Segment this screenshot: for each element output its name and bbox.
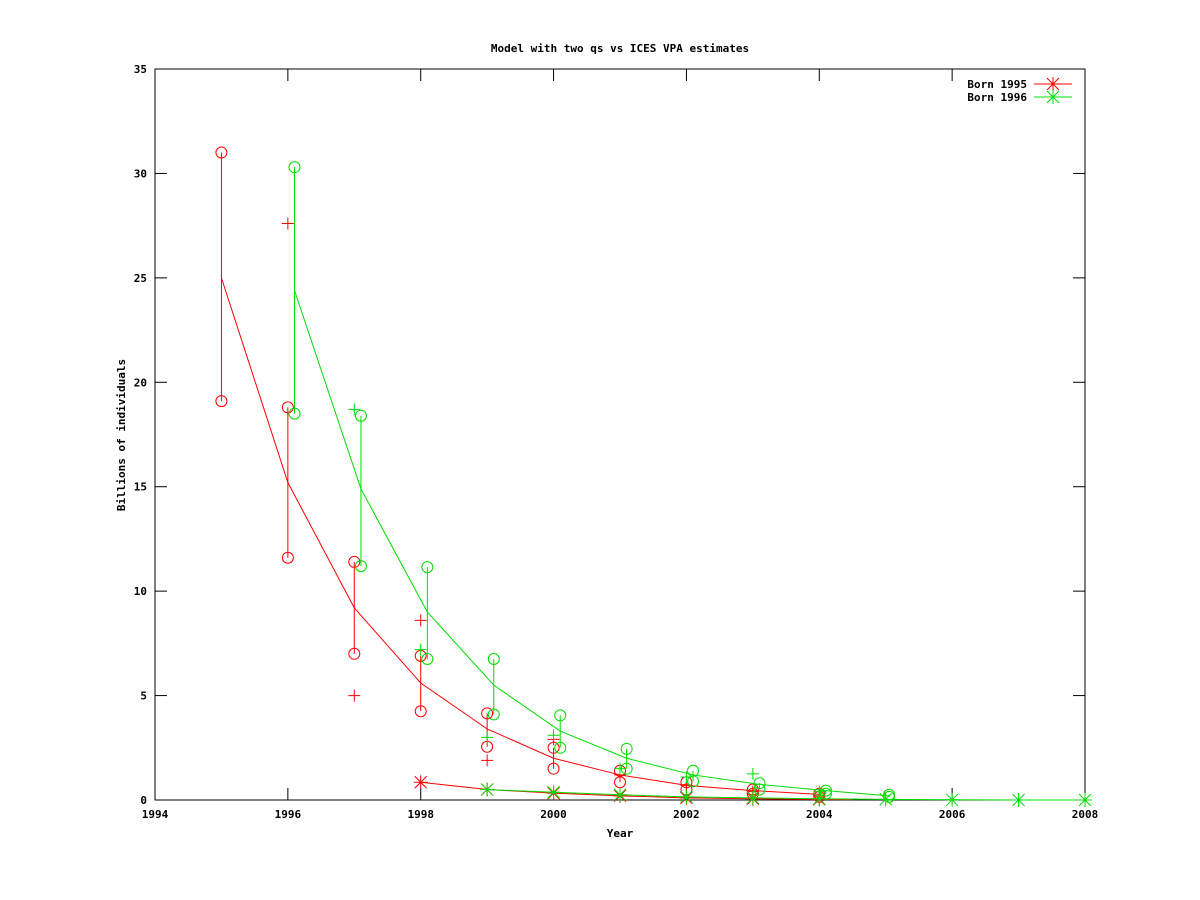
circle-marker xyxy=(554,741,567,754)
circle-marker xyxy=(288,407,301,420)
circle-marker xyxy=(354,409,367,422)
model-line xyxy=(220,277,820,795)
plus-marker xyxy=(348,403,361,416)
plus-marker xyxy=(481,754,494,767)
plus-marker xyxy=(281,217,294,230)
plus-marker xyxy=(348,689,361,702)
star-marker xyxy=(812,791,827,806)
plus-marker xyxy=(547,729,560,742)
circle-marker xyxy=(687,764,700,777)
x-tick-label: 2002 xyxy=(673,808,700,821)
star-line xyxy=(487,789,1085,801)
y-tick-label: 20 xyxy=(134,376,147,389)
plus-marker xyxy=(414,614,427,627)
x-tick-label: 1996 xyxy=(275,808,302,821)
star-marker xyxy=(613,787,627,802)
star-marker xyxy=(878,792,893,807)
x-tick-label: 2008 xyxy=(1072,808,1099,821)
y-tick-label: 25 xyxy=(134,272,147,285)
x-tick-label: 2004 xyxy=(806,808,833,821)
x-axis-ticks: 1994 1996 1998 2000 2002 2004 2006 2008 xyxy=(142,69,1099,821)
x-axis-label: Year xyxy=(607,827,634,840)
circle-marker xyxy=(281,551,294,564)
y-tick-label: 5 xyxy=(140,690,147,703)
star-marker xyxy=(945,792,960,807)
y-tick-label: 30 xyxy=(134,167,147,180)
circle-marker xyxy=(414,705,427,718)
circle-marker xyxy=(547,762,560,775)
star-marker xyxy=(546,785,561,800)
circle-marker xyxy=(215,146,228,159)
star-marker xyxy=(413,775,428,790)
circle-marker xyxy=(348,555,361,568)
star-marker xyxy=(679,789,694,804)
circle-marker xyxy=(215,395,228,408)
circle-marker xyxy=(687,775,700,788)
circle-marker xyxy=(348,647,361,660)
y-tick-label: 15 xyxy=(134,481,147,494)
star-marker xyxy=(1046,90,1060,104)
legend-label: Born 1995 xyxy=(967,78,1027,91)
circle-marker xyxy=(481,707,494,720)
model-line xyxy=(294,290,890,797)
x-tick-label: 2000 xyxy=(540,808,567,821)
plus-marker xyxy=(680,771,693,784)
plot-series xyxy=(215,146,1092,807)
y-tick-label: 10 xyxy=(134,585,147,598)
chart-title: Model with two qs vs ICES VPA estimates xyxy=(491,42,749,55)
plus-marker xyxy=(746,767,759,780)
star-marker xyxy=(745,790,760,805)
y-axis-label: Billions of individuals xyxy=(115,359,128,511)
circle-marker xyxy=(288,161,301,174)
x-tick-label: 1998 xyxy=(407,808,434,821)
y-axis-ticks: 0 5 10 15 20 25 30 35 xyxy=(134,63,1085,807)
plus-marker xyxy=(414,643,427,656)
circle-marker xyxy=(487,708,500,721)
legend-label: Born 1996 xyxy=(967,91,1027,104)
plus-marker xyxy=(614,762,626,775)
circle-marker xyxy=(421,561,434,574)
y-tick-label: 35 xyxy=(134,63,147,76)
circle-marker xyxy=(620,742,633,755)
x-tick-label: 1994 xyxy=(142,808,169,821)
y-tick-label: 0 xyxy=(140,794,147,807)
star-marker xyxy=(480,782,495,797)
star-marker xyxy=(1078,793,1092,807)
x-tick-label: 2006 xyxy=(939,808,966,821)
circle-marker xyxy=(487,653,500,666)
circle-marker xyxy=(421,653,434,666)
circle-marker xyxy=(354,560,367,573)
plus-marker xyxy=(481,731,494,744)
star-marker xyxy=(1046,77,1060,91)
circle-marker xyxy=(281,401,294,414)
star-marker xyxy=(1011,793,1026,807)
circle-marker xyxy=(554,709,567,722)
